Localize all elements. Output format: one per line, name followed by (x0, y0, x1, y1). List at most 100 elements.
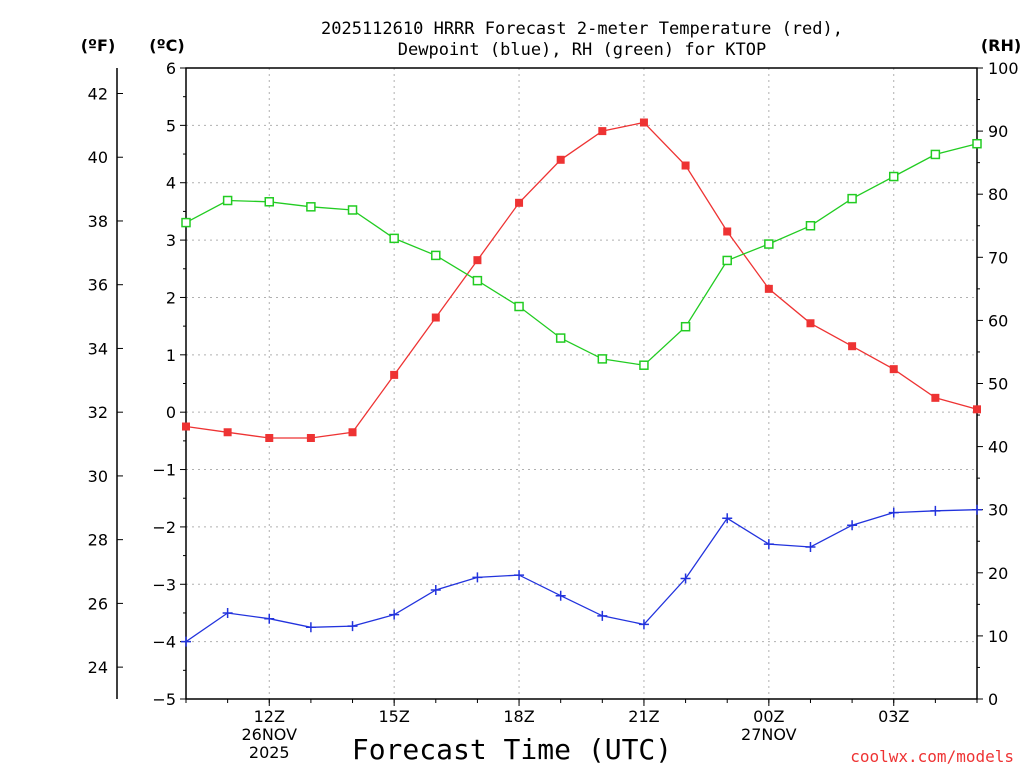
rh-point (764, 239, 774, 249)
rh-tick-label: 20 (988, 564, 1008, 583)
fahrenheit-tick-label: 28 (88, 531, 108, 550)
temperature-point (598, 127, 607, 136)
dewpoint-point (972, 504, 982, 515)
temperature-point (431, 313, 440, 322)
dewpoint-point (430, 585, 441, 596)
dewpoint-point (389, 609, 400, 620)
dewpoint-point (680, 573, 691, 584)
rh-point (972, 138, 982, 149)
rh-point (805, 221, 816, 231)
rh-tick-label: 90 (988, 122, 1008, 141)
dewpoint-point (472, 572, 483, 583)
rh-point (264, 197, 275, 207)
temperature-point (764, 284, 773, 293)
celsius-tick-label: 3 (166, 231, 176, 250)
temperature-point (265, 433, 274, 442)
dewpoint-point (305, 622, 316, 633)
dewpoint-point (181, 636, 191, 647)
fahrenheit-tick-label: 38 (88, 212, 108, 231)
temperature-point (806, 319, 815, 328)
rh-point (597, 354, 608, 364)
rh-point (639, 360, 649, 370)
rh-point (847, 193, 857, 204)
chart-title-line2: Dewpoint (blue), RH (green) for KTOP (398, 40, 766, 60)
rh-point (347, 205, 358, 215)
rh-point (888, 171, 899, 182)
temperature-point (473, 256, 482, 265)
temperature-point (348, 428, 357, 437)
fahrenheit-tick-label: 30 (88, 467, 108, 486)
celsius-tick-label: −2 (152, 518, 176, 537)
rh-tick-label: 50 (988, 375, 1008, 394)
celsius-tick-label: 4 (166, 174, 176, 193)
temperature-point (723, 227, 732, 236)
series-layer (181, 118, 982, 647)
temperature-series-line (185, 121, 978, 439)
rh-point (222, 195, 233, 206)
rh-point (181, 217, 191, 228)
celsius-tick-label: 1 (166, 346, 176, 365)
temperature-point (390, 370, 399, 379)
rh-series-line (185, 143, 978, 366)
x-tick-label: 18Z (503, 707, 534, 726)
dewpoint-point (763, 539, 774, 550)
celsius-tick-label: 0 (166, 403, 176, 422)
temperature-point (515, 198, 524, 207)
temperature-point (182, 422, 190, 431)
dewpoint-point (847, 520, 858, 531)
celsius-tick-label: −3 (152, 575, 176, 594)
temperature-point (306, 433, 315, 442)
rh-tick-label: 80 (988, 185, 1008, 204)
rh-point (930, 149, 941, 160)
rh-point (722, 255, 732, 266)
x-tick-label: 00Z (753, 707, 784, 726)
temperature-point (639, 118, 648, 127)
x-tick-label: 21Z (628, 707, 659, 726)
rh-point (514, 301, 524, 312)
rh-tick-label: 40 (988, 438, 1008, 457)
rh-tick-label: 60 (988, 311, 1008, 330)
celsius-tick-label: −1 (152, 461, 176, 480)
rh-point (555, 333, 566, 343)
axes: −5−4−3−2−1012345624262830323436384042010… (88, 59, 1019, 762)
dewpoint-point (930, 505, 941, 516)
rh-point (431, 250, 441, 261)
temperature-point (973, 405, 981, 414)
fahrenheit-tick-label: 42 (88, 84, 108, 103)
gridlines (186, 67, 977, 700)
temperature-point (889, 365, 898, 374)
plot-frame (185, 67, 978, 700)
rh-tick-label: 30 (988, 501, 1008, 520)
dewpoint-point (597, 610, 608, 621)
dewpoint-point (888, 507, 899, 518)
fahrenheit-tick-label: 24 (88, 658, 108, 677)
rh-point (389, 233, 399, 244)
celsius-tick-label: 6 (166, 59, 176, 78)
x-tick-label: 2025 (249, 743, 290, 762)
dewpoint-point (555, 590, 566, 601)
temperature-point (848, 342, 857, 351)
temperature-point (681, 161, 690, 170)
fahrenheit-tick-label: 32 (88, 403, 108, 422)
rh-tick-label: 100 (988, 59, 1019, 78)
temperature-point (556, 155, 565, 164)
x-axis-title: Forecast Time (UTC) (352, 733, 672, 766)
x-tick-label: 12Z (254, 707, 285, 726)
fahrenheit-unit-label: (ºF) (81, 36, 116, 55)
dewpoint-point (222, 607, 233, 618)
dewpoint-point (805, 541, 816, 552)
rh-tick-label: 10 (988, 627, 1008, 646)
rh-tick-label: 0 (988, 690, 998, 709)
celsius-tick-label: 5 (166, 116, 176, 135)
rh-unit-label: (RH) (981, 36, 1021, 55)
dewpoint-point (722, 513, 733, 524)
x-tick-label: 03Z (878, 707, 909, 726)
rh-tick-label: 70 (988, 248, 1008, 267)
x-tick-label: 15Z (378, 707, 409, 726)
celsius-tick-label: −4 (152, 633, 176, 652)
chart-title-line1: 2025112610 HRRR Forecast 2-meter Tempera… (321, 19, 843, 39)
dewpoint-point (264, 613, 275, 624)
celsius-tick-label: −5 (152, 690, 176, 709)
rh-point (472, 275, 483, 286)
